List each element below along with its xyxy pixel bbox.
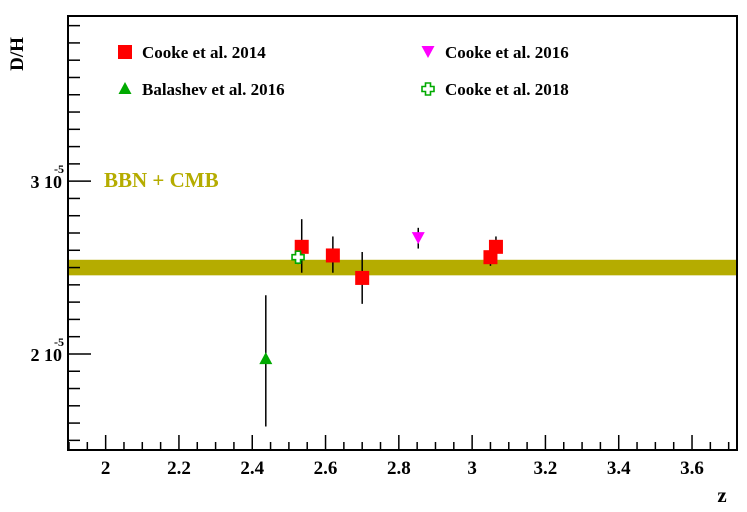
plot-frame bbox=[67, 15, 738, 451]
legend-marker bbox=[421, 46, 435, 58]
legend-label: Cooke et al. 2016 bbox=[445, 43, 569, 62]
bbn-cmb-band bbox=[69, 259, 736, 276]
legend-layer: Cooke et al. 2014 Balashev et al. 2016 Coo… bbox=[118, 43, 569, 99]
band-label: BBN + CMB bbox=[104, 168, 219, 192]
y-tick-label: 2 10 bbox=[31, 345, 63, 365]
band-layer bbox=[69, 259, 736, 276]
x-tick-label: 2.8 bbox=[387, 458, 411, 479]
legend-label: Cooke et al. 2014 bbox=[142, 43, 266, 62]
legend-marker bbox=[118, 45, 132, 59]
data-point bbox=[488, 239, 503, 254]
data-point bbox=[355, 270, 370, 285]
legend-marker bbox=[421, 82, 435, 96]
y-tick-label: 3 10 bbox=[31, 172, 63, 192]
data-point bbox=[259, 352, 273, 365]
x-tick-label: 3.6 bbox=[680, 458, 704, 479]
x-tick-label: 3 bbox=[467, 458, 477, 479]
x-axis-label: z bbox=[717, 483, 726, 507]
legend-marker bbox=[118, 82, 132, 94]
y-axis-label: D/H bbox=[7, 37, 28, 71]
legend-label: Cooke et al. 2018 bbox=[445, 80, 569, 99]
tick-layer: 2 2.2 2.4 2.6 2.8 3 3.2 3.4 3.62 10-53 10-5 bbox=[31, 24, 730, 479]
data-point bbox=[325, 248, 340, 263]
data-point bbox=[411, 232, 425, 245]
legend-label: Balashev et al. 2016 bbox=[142, 80, 285, 99]
data-point bbox=[294, 239, 309, 254]
y-tick-exponent: -5 bbox=[54, 335, 64, 349]
x-tick-label: 3.4 bbox=[607, 458, 631, 479]
x-tick-label: 2.4 bbox=[240, 458, 264, 479]
x-tick-label: 2 bbox=[101, 458, 111, 479]
y-tick-exponent: -5 bbox=[54, 162, 64, 176]
x-tick-label: 3.2 bbox=[534, 458, 558, 479]
data-layer bbox=[259, 219, 503, 427]
data-point bbox=[291, 250, 305, 264]
x-tick-label: 2.2 bbox=[167, 458, 191, 479]
x-tick-label: 2.6 bbox=[314, 458, 338, 479]
